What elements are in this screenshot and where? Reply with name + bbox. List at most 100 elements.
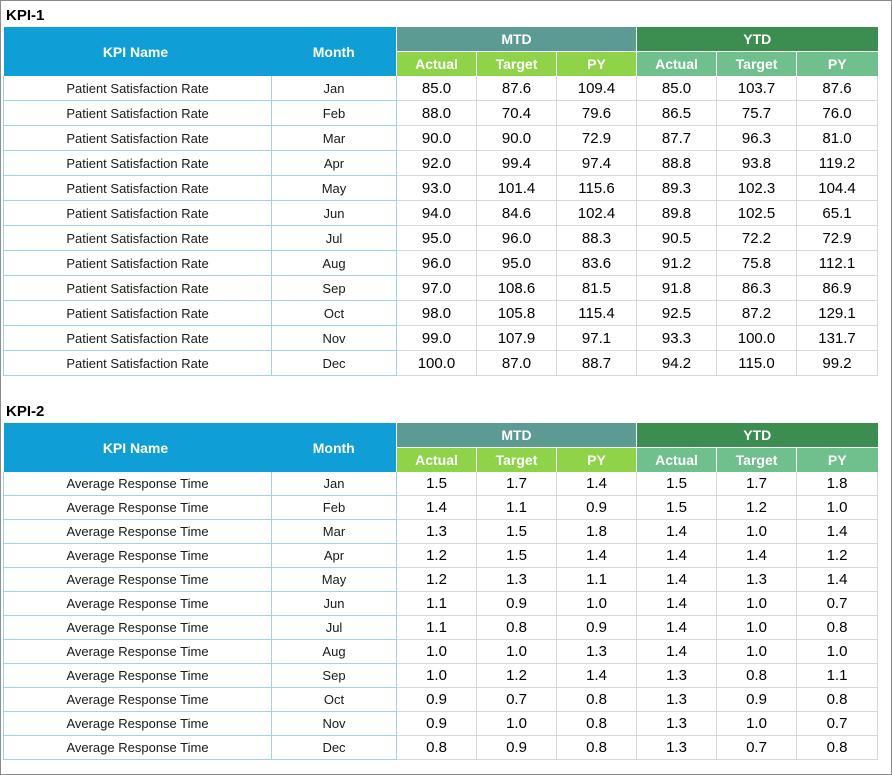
header-kpi-name[interactable]: KPI Name [3,423,272,472]
ytd-target-cell[interactable]: 1.0 [716,615,798,640]
month-cell[interactable]: Jan [271,472,397,496]
mtd-target-cell[interactable]: 108.6 [476,275,557,301]
kpi-name-cell[interactable]: Average Response Time [3,711,272,736]
ytd-py-cell[interactable]: 76.0 [796,100,879,126]
kpi-name-cell[interactable]: Patient Satisfaction Rate [3,125,272,151]
mtd-actual-cell[interactable]: 98.0 [396,300,477,326]
mtd-target-cell[interactable]: 1.5 [476,519,557,544]
ytd-py-cell[interactable]: 0.8 [796,687,879,712]
mtd-actual-cell[interactable]: 96.0 [396,250,477,276]
mtd-actual-cell[interactable]: 1.4 [396,495,477,520]
ytd-py-cell[interactable]: 99.2 [796,350,879,376]
mtd-target-cell[interactable]: 1.2 [476,663,557,688]
month-cell[interactable]: Nov [271,711,397,736]
kpi-section-title[interactable]: KPI-1 [6,7,45,24]
mtd-actual-cell[interactable]: 93.0 [396,175,477,201]
ytd-target-cell[interactable]: 1.0 [716,711,798,736]
month-cell[interactable]: Aug [271,639,397,664]
ytd-actual-cell[interactable]: 85.0 [636,76,718,101]
mtd-target-cell[interactable]: 1.1 [476,495,557,520]
ytd-py-cell[interactable]: 131.7 [796,325,879,351]
mtd-py-cell[interactable]: 0.8 [556,735,638,760]
ytd-actual-cell[interactable]: 1.3 [636,663,718,688]
header-mtd-target[interactable]: Target [476,51,557,76]
header-ytd-py[interactable]: PY [796,447,878,472]
ytd-actual-cell[interactable]: 1.3 [636,735,718,760]
mtd-py-cell[interactable]: 81.5 [556,275,638,301]
ytd-py-cell[interactable]: 0.7 [796,711,879,736]
month-cell[interactable]: Feb [271,100,397,126]
mtd-actual-cell[interactable]: 0.9 [396,711,477,736]
ytd-py-cell[interactable]: 1.4 [796,567,879,592]
kpi-name-cell[interactable]: Patient Satisfaction Rate [3,300,272,326]
ytd-actual-cell[interactable]: 89.8 [636,200,718,226]
mtd-py-cell[interactable]: 1.1 [556,567,638,592]
mtd-py-cell[interactable]: 109.4 [556,76,638,101]
kpi-name-cell[interactable]: Patient Satisfaction Rate [3,175,272,201]
kpi-name-cell[interactable]: Average Response Time [3,591,272,616]
mtd-py-cell[interactable]: 83.6 [556,250,638,276]
mtd-actual-cell[interactable]: 1.1 [396,615,477,640]
month-cell[interactable]: Oct [271,687,397,712]
month-cell[interactable]: Oct [271,300,397,326]
ytd-py-cell[interactable]: 1.1 [796,663,879,688]
mtd-py-cell[interactable]: 97.1 [556,325,638,351]
mtd-target-cell[interactable]: 70.4 [476,100,557,126]
mtd-target-cell[interactable]: 87.6 [476,76,557,101]
mtd-py-cell[interactable]: 79.6 [556,100,638,126]
mtd-actual-cell[interactable]: 0.9 [396,687,477,712]
header-ytd-py[interactable]: PY [796,51,878,76]
ytd-py-cell[interactable]: 104.4 [796,175,879,201]
mtd-target-cell[interactable]: 1.0 [476,639,557,664]
ytd-target-cell[interactable]: 1.4 [716,543,798,568]
mtd-actual-cell[interactable]: 1.1 [396,591,477,616]
ytd-target-cell[interactable]: 103.7 [716,76,798,101]
ytd-py-cell[interactable]: 1.0 [796,639,879,664]
ytd-target-cell[interactable]: 96.3 [716,125,798,151]
mtd-py-cell[interactable]: 88.3 [556,225,638,251]
header-kpi-name[interactable]: KPI Name [3,27,272,76]
ytd-actual-cell[interactable]: 1.4 [636,567,718,592]
kpi-name-cell[interactable]: Patient Satisfaction Rate [3,350,272,376]
ytd-py-cell[interactable]: 86.9 [796,275,879,301]
ytd-actual-cell[interactable]: 1.5 [636,472,718,496]
month-cell[interactable]: Sep [271,275,397,301]
mtd-target-cell[interactable]: 0.9 [476,591,557,616]
kpi-name-cell[interactable]: Patient Satisfaction Rate [3,100,272,126]
ytd-actual-cell[interactable]: 1.4 [636,639,718,664]
mtd-py-cell[interactable]: 1.0 [556,591,638,616]
mtd-target-cell[interactable]: 107.9 [476,325,557,351]
kpi-name-cell[interactable]: Patient Satisfaction Rate [3,225,272,251]
mtd-target-cell[interactable]: 1.7 [476,472,557,496]
ytd-target-cell[interactable]: 1.7 [716,472,798,496]
mtd-actual-cell[interactable]: 90.0 [396,125,477,151]
mtd-target-cell[interactable]: 1.3 [476,567,557,592]
mtd-py-cell[interactable]: 0.8 [556,687,638,712]
month-cell[interactable]: Apr [271,543,397,568]
ytd-py-cell[interactable]: 0.8 [796,735,879,760]
ytd-target-cell[interactable]: 1.2 [716,495,798,520]
kpi-name-cell[interactable]: Average Response Time [3,735,272,760]
kpi-name-cell[interactable]: Average Response Time [3,519,272,544]
header-ytd-target[interactable]: Target [716,51,797,76]
header-month[interactable]: Month [271,423,397,472]
mtd-py-cell[interactable]: 97.4 [556,150,638,176]
mtd-target-cell[interactable]: 95.0 [476,250,557,276]
ytd-actual-cell[interactable]: 1.4 [636,615,718,640]
mtd-py-cell[interactable]: 102.4 [556,200,638,226]
month-cell[interactable]: Jul [271,225,397,251]
ytd-target-cell[interactable]: 87.2 [716,300,798,326]
mtd-actual-cell[interactable]: 85.0 [396,76,477,101]
ytd-actual-cell[interactable]: 91.2 [636,250,718,276]
mtd-actual-cell[interactable]: 97.0 [396,275,477,301]
ytd-py-cell[interactable]: 129.1 [796,300,879,326]
ytd-actual-cell[interactable]: 94.2 [636,350,718,376]
ytd-actual-cell[interactable]: 91.8 [636,275,718,301]
ytd-py-cell[interactable]: 112.1 [796,250,879,276]
month-cell[interactable]: May [271,567,397,592]
ytd-actual-cell[interactable]: 1.3 [636,687,718,712]
header-mtd-actual[interactable]: Actual [396,447,477,472]
mtd-target-cell[interactable]: 101.4 [476,175,557,201]
ytd-target-cell[interactable]: 86.3 [716,275,798,301]
month-cell[interactable]: Jun [271,591,397,616]
